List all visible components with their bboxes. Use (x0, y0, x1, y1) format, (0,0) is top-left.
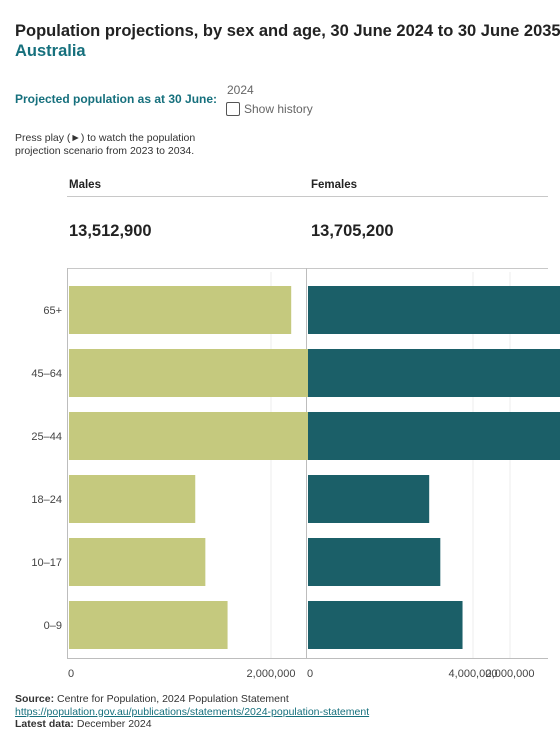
female-bar-6 (308, 601, 463, 649)
x-tick-label-males: 0 (68, 668, 74, 680)
category-label: 18–24 (31, 494, 62, 506)
play-instruction: Press play (►) to watch the population p… (15, 132, 196, 157)
female-bar-5 (308, 538, 441, 586)
x-tick-label-males: 2,000,000 (247, 668, 296, 680)
female-bar-2 (308, 349, 560, 397)
show-history-label: Show history (244, 102, 313, 116)
totals-divider (67, 268, 548, 269)
source-link[interactable]: https://population.gov.au/publications/s… (15, 705, 370, 718)
female-bar-1 (308, 286, 560, 334)
latest-data-line: Latest data: December 2024 (15, 718, 369, 731)
category-label: 45–64 (31, 368, 62, 380)
show-history-checkbox[interactable] (226, 102, 240, 116)
latest-data-text: December 2024 (76, 718, 152, 730)
males-heading: Males (69, 179, 101, 191)
male-bar-6 (69, 601, 228, 649)
female-bar-3 (308, 412, 560, 460)
male-bar-4 (69, 475, 196, 523)
female-bar-4 (308, 475, 430, 523)
category-label: 0–9 (44, 620, 62, 632)
category-label: 65+ (43, 305, 62, 317)
females-header-rule (308, 196, 548, 197)
footer: Source: Centre for Population, 2024 Popu… (15, 693, 369, 731)
male-bar-1 (69, 286, 292, 334)
females-heading: Females (311, 179, 358, 191)
males-total: 13,512,900 (69, 222, 152, 240)
chart-subtitle: Australia (15, 42, 86, 60)
females-total: 13,705,200 (311, 222, 394, 240)
source-text: Centre for Population, 2024 Population S… (57, 693, 289, 705)
chart-title: Population projections, by sex and age, … (15, 22, 560, 40)
source-line: Source: Centre for Population, 2024 Popu… (15, 693, 369, 706)
x-tick-label-females: 2,000,000 (486, 668, 535, 680)
year-value[interactable]: 2024 (227, 83, 254, 97)
males-header-rule (67, 196, 308, 197)
category-label: 10–17 (31, 557, 62, 569)
x-tick-label-females: 0 (307, 668, 313, 680)
show-history-toggle[interactable]: Show history (226, 102, 313, 116)
latest-data-label: Latest data: (15, 718, 74, 730)
x-tick-label-males: 4,000,000 (449, 668, 498, 680)
category-label: 25–44 (31, 431, 62, 443)
source-label: Source: (15, 693, 55, 705)
male-bar-5 (69, 538, 206, 586)
year-control-label: Projected population as at 30 June: (15, 92, 218, 106)
